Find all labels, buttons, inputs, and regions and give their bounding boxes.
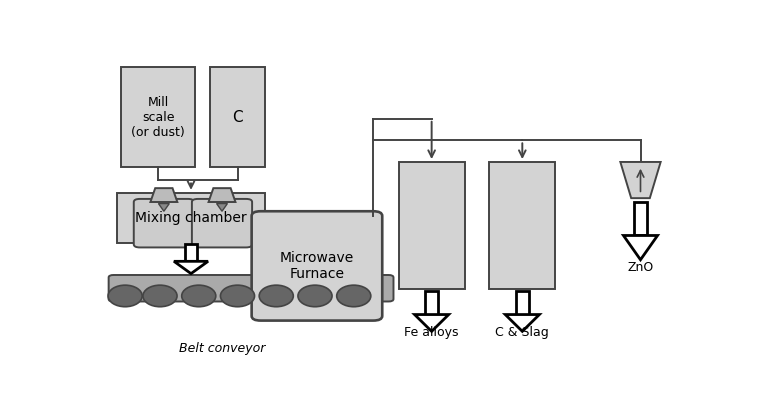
Polygon shape bbox=[505, 314, 539, 331]
FancyBboxPatch shape bbox=[192, 199, 252, 248]
Polygon shape bbox=[184, 244, 198, 261]
Text: C: C bbox=[232, 110, 243, 125]
Polygon shape bbox=[516, 291, 528, 314]
Text: Belt conveyor: Belt conveyor bbox=[179, 342, 265, 355]
Ellipse shape bbox=[298, 285, 332, 307]
Text: ZnO: ZnO bbox=[627, 261, 654, 274]
Polygon shape bbox=[158, 204, 169, 211]
Ellipse shape bbox=[336, 285, 371, 307]
Text: Mixing chamber: Mixing chamber bbox=[135, 211, 247, 225]
Polygon shape bbox=[623, 236, 658, 260]
Polygon shape bbox=[634, 202, 647, 236]
Bar bbox=[210, 67, 265, 167]
Ellipse shape bbox=[182, 285, 216, 307]
Ellipse shape bbox=[108, 285, 142, 307]
FancyBboxPatch shape bbox=[252, 211, 383, 320]
Text: C & Slag: C & Slag bbox=[495, 326, 549, 339]
FancyBboxPatch shape bbox=[134, 199, 194, 248]
Text: Fe alloys: Fe alloys bbox=[404, 326, 459, 339]
Ellipse shape bbox=[143, 285, 177, 307]
Polygon shape bbox=[151, 188, 177, 202]
Polygon shape bbox=[425, 291, 438, 314]
Text: Mill
scale
(or dust): Mill scale (or dust) bbox=[131, 96, 185, 139]
Polygon shape bbox=[216, 204, 227, 211]
Bar bbox=[122, 67, 195, 167]
Text: Microwave
Furnace: Microwave Furnace bbox=[280, 251, 354, 281]
Polygon shape bbox=[415, 314, 448, 331]
Ellipse shape bbox=[260, 285, 293, 307]
Bar bbox=[399, 162, 465, 289]
Bar bbox=[489, 162, 555, 289]
Polygon shape bbox=[209, 188, 235, 202]
Polygon shape bbox=[174, 261, 208, 274]
FancyBboxPatch shape bbox=[109, 275, 394, 302]
Polygon shape bbox=[620, 162, 661, 198]
Bar bbox=[118, 193, 265, 243]
Ellipse shape bbox=[220, 285, 255, 307]
